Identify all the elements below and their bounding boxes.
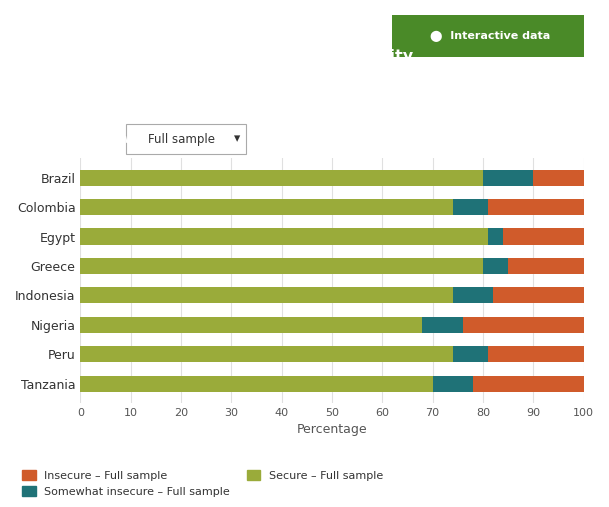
Bar — [488, 346, 583, 363]
Bar — [463, 317, 583, 333]
Text: ▾: ▾ — [234, 133, 240, 146]
Bar — [80, 376, 432, 392]
Bar — [80, 317, 423, 333]
Bar — [392, 15, 583, 57]
Bar — [80, 170, 483, 186]
Text: Comapre all countries: Comapre all countries — [90, 82, 228, 95]
Bar — [80, 346, 452, 363]
Bar — [452, 199, 488, 215]
Text: PRIndex: Perceived Tenure Security: PRIndex: Perceived Tenure Security — [90, 49, 414, 63]
Text: Show: Show — [93, 133, 131, 146]
Bar — [488, 229, 503, 244]
Bar — [80, 258, 483, 274]
Bar — [483, 258, 508, 274]
Legend: Insecure – Full sample, Somewhat insecure – Full sample, Secure – Full sample: Insecure – Full sample, Somewhat insecur… — [18, 465, 388, 501]
Bar — [125, 124, 247, 154]
Bar — [423, 317, 463, 333]
Text: Full sample: Full sample — [148, 133, 216, 146]
Bar — [508, 258, 583, 274]
Bar — [452, 346, 488, 363]
Bar — [80, 229, 488, 244]
X-axis label: Percentage: Percentage — [297, 423, 367, 436]
Bar — [488, 199, 583, 215]
Bar — [503, 229, 583, 244]
Bar — [452, 287, 493, 304]
Bar — [493, 287, 583, 304]
Bar — [432, 376, 473, 392]
Bar — [473, 376, 583, 392]
Bar — [80, 199, 452, 215]
Bar — [533, 170, 583, 186]
Bar — [483, 170, 533, 186]
Text: ⬤  Interactive data: ⬤ Interactive data — [431, 30, 551, 42]
Bar — [80, 287, 452, 304]
